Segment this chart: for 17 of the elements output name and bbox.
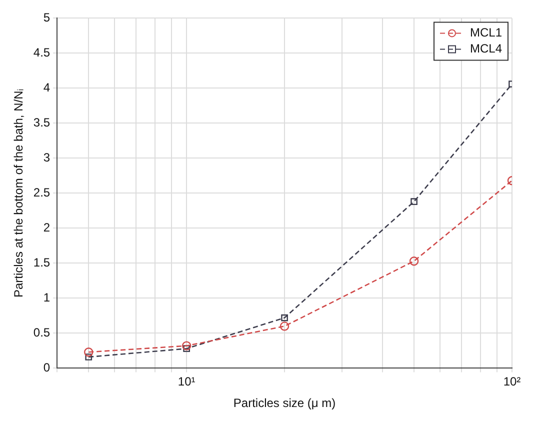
- x-tick-label: 10²: [503, 374, 521, 389]
- y-tick-label: 1.5: [33, 256, 50, 270]
- legend-label: MCL4: [470, 42, 502, 56]
- x-axis-title: Particles size (μ m): [233, 396, 336, 410]
- y-tick-label: 3.5: [33, 116, 50, 130]
- y-tick-label: 3: [43, 150, 50, 165]
- y-tick-label: 5: [43, 10, 50, 25]
- y-axis-title: Particles at the bottom of the bath, N/Nᵢ: [12, 88, 26, 298]
- y-tick-label: 0.5: [33, 326, 50, 340]
- y-tick-label: 2.5: [33, 186, 50, 200]
- legend-label: MCL1: [470, 26, 502, 40]
- y-tick-label: 4.5: [33, 46, 50, 60]
- y-tick-label: 1: [43, 290, 50, 305]
- y-tick-label: 0: [43, 360, 50, 375]
- y-tick-label: 4: [43, 80, 50, 95]
- y-tick-label: 2: [43, 220, 50, 235]
- x-tick-label: 10¹: [178, 374, 196, 389]
